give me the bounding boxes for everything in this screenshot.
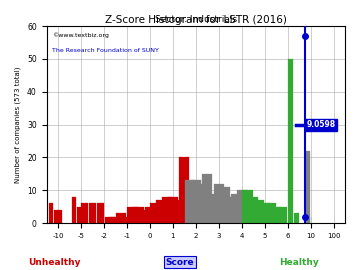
Bar: [81, 203, 88, 223]
Bar: [145, 207, 155, 223]
Bar: [127, 207, 138, 223]
Bar: [202, 174, 212, 223]
Text: ©www.textbiz.org: ©www.textbiz.org: [53, 32, 109, 38]
Bar: [156, 200, 166, 223]
Bar: [225, 197, 235, 223]
Bar: [248, 197, 258, 223]
Text: Sector: Industrials: Sector: Industrials: [155, 15, 237, 24]
Text: Unhealthy: Unhealthy: [28, 258, 80, 266]
Bar: [277, 207, 287, 223]
Bar: [242, 190, 253, 223]
Bar: [219, 187, 230, 223]
Bar: [162, 197, 172, 223]
Bar: [104, 217, 115, 223]
Bar: [208, 194, 218, 223]
Text: Score: Score: [166, 258, 194, 266]
Bar: [294, 213, 299, 223]
Bar: [58, 210, 62, 223]
Bar: [260, 203, 270, 223]
Bar: [139, 210, 149, 223]
Bar: [185, 180, 195, 223]
Bar: [133, 207, 144, 223]
Bar: [174, 200, 184, 223]
Bar: [179, 157, 189, 223]
Text: 9.0598: 9.0598: [306, 120, 336, 129]
Bar: [122, 217, 132, 223]
Bar: [305, 151, 310, 223]
Bar: [49, 203, 53, 223]
Bar: [72, 197, 76, 223]
Text: Healthy: Healthy: [279, 258, 319, 266]
Bar: [254, 200, 264, 223]
Bar: [213, 184, 224, 223]
Bar: [168, 197, 178, 223]
Bar: [196, 184, 207, 223]
Bar: [110, 217, 121, 223]
Bar: [89, 203, 96, 223]
Y-axis label: Number of companies (573 total): Number of companies (573 total): [15, 66, 22, 183]
Bar: [96, 203, 104, 223]
Bar: [150, 203, 161, 223]
Title: Z-Score Histogram for LSTR (2016): Z-Score Histogram for LSTR (2016): [105, 15, 287, 25]
Bar: [288, 59, 293, 223]
Bar: [77, 207, 81, 223]
Text: The Research Foundation of SUNY: The Research Foundation of SUNY: [53, 48, 159, 53]
Bar: [231, 194, 241, 223]
Bar: [54, 210, 58, 223]
Bar: [116, 213, 126, 223]
Bar: [237, 190, 247, 223]
Bar: [265, 203, 275, 223]
Bar: [190, 180, 201, 223]
Bar: [271, 207, 281, 223]
